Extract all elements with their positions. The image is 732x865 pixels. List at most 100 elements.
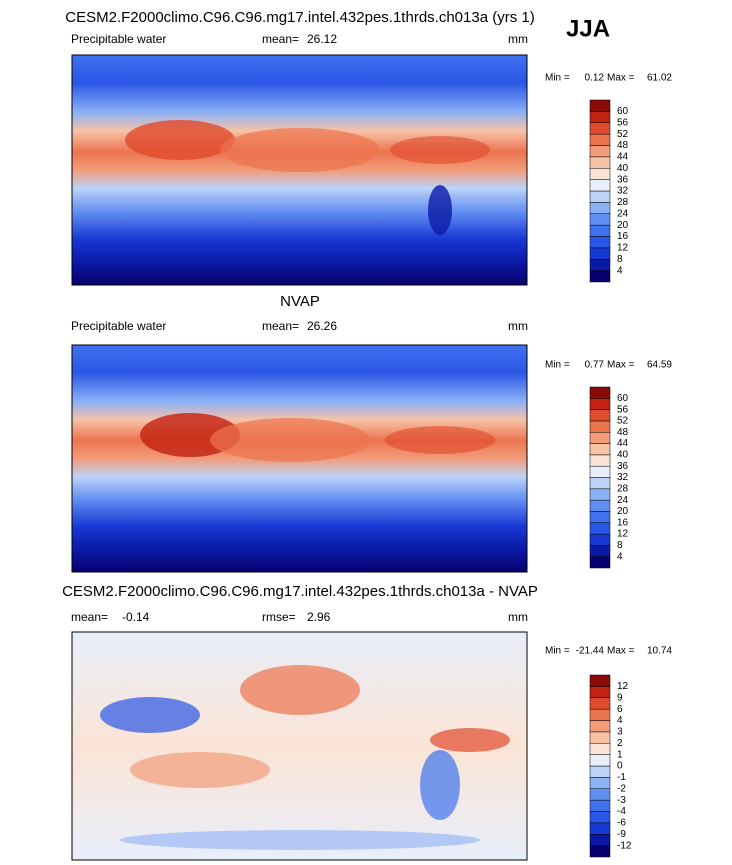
colorbar-label: 32	[617, 186, 629, 197]
stat-value: 2.96	[307, 610, 331, 624]
colorbar-box	[589, 788, 611, 801]
colorbar-box	[589, 765, 611, 778]
min-label: Min =	[545, 360, 570, 371]
colorbar-label: 28	[617, 483, 629, 494]
max-value: 10.74	[647, 646, 672, 657]
colorbar-box	[589, 259, 611, 271]
colorbar-box	[589, 168, 611, 180]
colorbar-box	[589, 224, 611, 237]
colorbar-label: -9	[617, 829, 626, 840]
colorbar-box	[589, 674, 611, 687]
colorbar-box	[589, 465, 611, 478]
colorbar-label: 36	[617, 174, 629, 185]
stat-label: mean=	[262, 32, 299, 46]
colorbar-box	[589, 420, 611, 433]
colorbar-box	[589, 686, 611, 698]
colorbar-box	[589, 99, 611, 112]
colorbar-box	[589, 533, 611, 546]
max-label: Max =	[607, 360, 635, 371]
colorbar-label: 8	[617, 254, 623, 265]
colorbar-label: 48	[617, 427, 629, 438]
colorbar-box	[589, 432, 611, 444]
map-diff	[71, 631, 528, 861]
colorbar-label: 16	[617, 231, 629, 242]
min-value: 0.77	[585, 360, 605, 371]
colorbar-label: 3	[617, 727, 623, 738]
colorbar-box	[589, 488, 611, 501]
colorbar-box	[589, 190, 611, 203]
colorbar-label: -1	[617, 772, 626, 783]
season: JJA	[566, 15, 610, 42]
max-value: 61.02	[647, 73, 672, 84]
colorbar-label: 60	[617, 106, 629, 117]
colorbar-label: 20	[617, 506, 629, 517]
colorbar-label: 60	[617, 393, 629, 404]
colorbar-label: 28	[617, 197, 629, 208]
max-value: 64.59	[647, 360, 672, 371]
colorbar-box	[589, 499, 611, 512]
units: mm	[508, 32, 528, 46]
stat-label: rmse=	[262, 610, 296, 624]
colorbar-label: -4	[617, 806, 626, 817]
max-label: Max =	[607, 73, 635, 84]
colorbar-box	[589, 708, 611, 721]
left-label: Precipitable water	[71, 32, 166, 46]
colorbar-box	[589, 743, 611, 755]
colorbar-box	[589, 213, 611, 226]
colorbar-box	[589, 247, 611, 260]
min-label: Min =	[545, 73, 570, 84]
colorbar-box	[589, 799, 611, 812]
colorbar-label: 8	[617, 540, 623, 551]
colorbar-label: 52	[617, 129, 629, 140]
map-model	[71, 54, 528, 286]
colorbar-box	[589, 511, 611, 523]
units: mm	[508, 610, 528, 624]
min-label: Min =	[545, 646, 570, 657]
map-obs	[71, 344, 528, 573]
colorbar-label: -12	[617, 840, 632, 851]
colorbar-label: 24	[617, 208, 629, 219]
colorbar-label: 40	[617, 450, 629, 461]
left-label: mean=	[71, 610, 108, 624]
colorbar-label: 40	[617, 163, 629, 174]
colorbar-label: 0	[617, 761, 623, 772]
colorbar-label: 44	[617, 152, 629, 163]
panel-title: CESM2.F2000climo.C96.C96.mg17.intel.432p…	[62, 583, 538, 600]
colorbar-box	[589, 398, 611, 410]
colorbar-box	[589, 822, 611, 835]
colorbar-label: 56	[617, 404, 629, 415]
colorbar-label: 4	[617, 551, 623, 562]
colorbar-label: 2	[617, 738, 623, 749]
colorbar-label: 1	[617, 749, 623, 760]
colorbar-label: -3	[617, 795, 626, 806]
colorbar-box	[589, 545, 611, 557]
max-label: Max =	[607, 646, 635, 657]
colorbar-box	[589, 477, 611, 490]
left-value: -0.14	[122, 610, 150, 624]
colorbar-box	[589, 777, 611, 789]
panel-title: NVAP	[280, 293, 320, 310]
colorbar-box	[589, 179, 611, 192]
colorbar-box	[589, 697, 611, 710]
colorbar-label: 12	[617, 681, 629, 692]
stat-value: 26.12	[307, 32, 337, 46]
units: mm	[508, 319, 528, 333]
colorbar-label: 12	[617, 529, 629, 540]
colorbar-label: 24	[617, 495, 629, 506]
colorbar-label: 16	[617, 517, 629, 528]
stat-label: mean=	[262, 319, 299, 333]
colorbar-label: 32	[617, 472, 629, 483]
colorbar-box	[589, 720, 611, 733]
colorbar-label: 12	[617, 243, 629, 254]
colorbar-label: -6	[617, 818, 626, 829]
colorbar-label: 6	[617, 704, 623, 715]
colorbar-box	[589, 731, 611, 744]
colorbar-box	[589, 754, 611, 767]
colorbar-box	[589, 522, 611, 535]
colorbar-box	[589, 122, 611, 135]
colorbar-box	[589, 133, 611, 146]
colorbar-box	[589, 409, 611, 422]
colorbar-box	[589, 270, 611, 283]
